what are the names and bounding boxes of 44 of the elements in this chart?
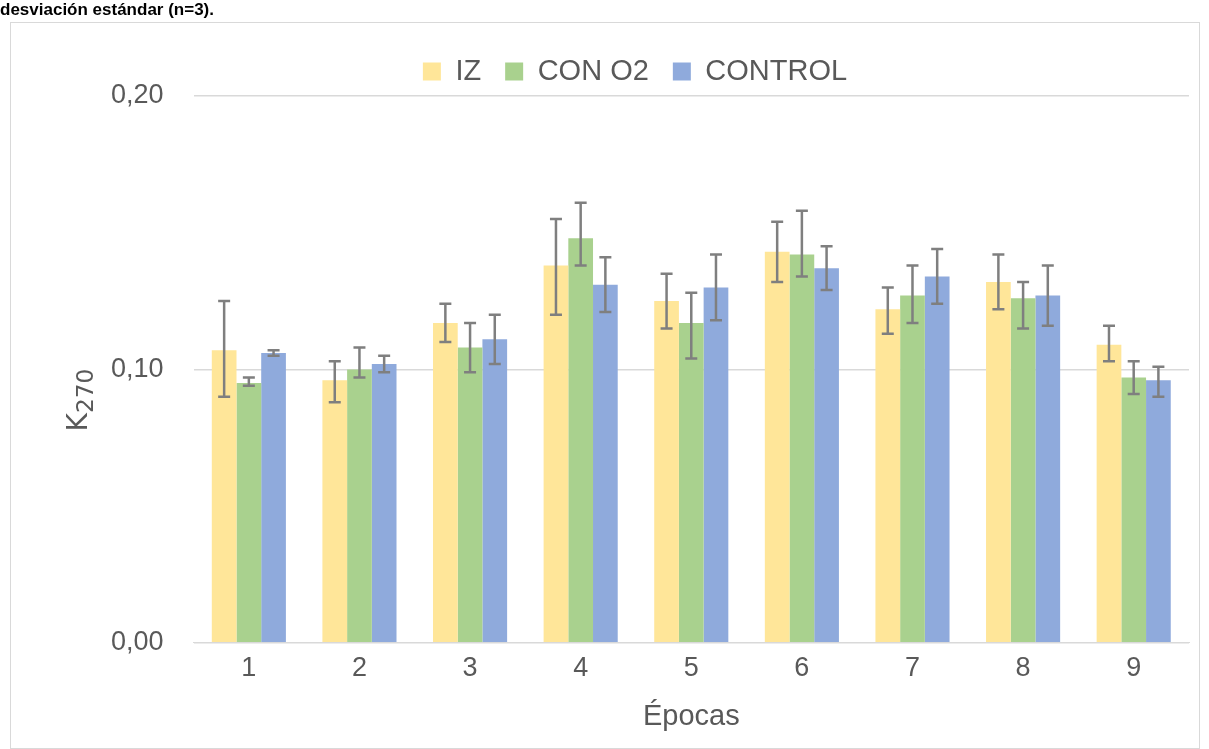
bar <box>924 276 950 643</box>
bar <box>1010 298 1036 643</box>
bar <box>814 268 839 643</box>
x-tick-label: 2 <box>351 652 367 683</box>
bar <box>1096 344 1122 643</box>
bar <box>764 251 790 643</box>
bar <box>703 287 729 643</box>
bar <box>543 265 569 643</box>
bar <box>236 383 262 643</box>
x-tick-label: 7 <box>904 652 920 683</box>
bar <box>986 281 1011 643</box>
bar <box>654 301 679 643</box>
legend-label: CONTROL <box>705 53 848 86</box>
bar <box>900 295 925 643</box>
bar <box>1035 295 1061 643</box>
x-axis-title: Épocas <box>642 698 740 731</box>
y-tick-label: 0,10 <box>110 352 164 383</box>
bar <box>875 309 901 643</box>
legend-label: IZ <box>455 53 482 86</box>
x-tick-label: 6 <box>794 652 810 683</box>
chart-title: desviación estándar (n=3). <box>0 0 214 20</box>
bar <box>211 350 237 643</box>
bar <box>593 284 618 643</box>
x-tick-label: 9 <box>1126 652 1142 683</box>
x-tick-label: 3 <box>462 652 478 683</box>
bar <box>1146 380 1171 643</box>
bar <box>678 322 704 643</box>
bar <box>789 254 815 643</box>
legend-label: CON O2 <box>537 53 649 86</box>
x-tick-label: 5 <box>683 652 699 683</box>
x-tick-label: 8 <box>1015 652 1031 683</box>
bar <box>347 369 372 643</box>
bar <box>482 339 508 643</box>
y-tick-label: 0,00 <box>110 626 164 657</box>
y-tick-label: 0,20 <box>110 79 164 110</box>
bar <box>322 380 348 643</box>
x-tick-label: 1 <box>241 652 257 683</box>
bar <box>261 353 286 643</box>
bar <box>568 238 594 643</box>
x-tick-label: 4 <box>573 652 589 683</box>
bar <box>433 322 458 643</box>
bar <box>457 347 483 643</box>
bar <box>371 363 397 643</box>
bar <box>1121 377 1147 643</box>
